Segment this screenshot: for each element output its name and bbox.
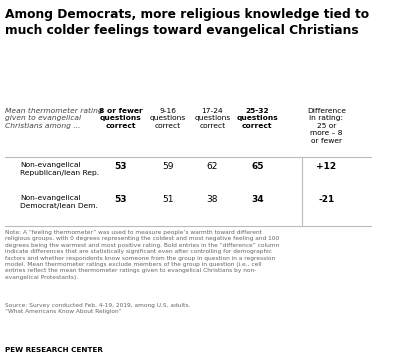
Text: 8 or fewer
questions
correct: 8 or fewer questions correct <box>99 108 143 129</box>
Text: Source: Survey conducted Feb. 4-19, 2019, among U.S. adults.
“What Americans Kno: Source: Survey conducted Feb. 4-19, 2019… <box>5 303 191 315</box>
Text: 25-32
questions
correct: 25-32 questions correct <box>236 108 278 129</box>
Text: Among Democrats, more religious knowledge tied to
much colder feelings toward ev: Among Democrats, more religious knowledg… <box>5 8 369 37</box>
Text: 17-24
questions
correct: 17-24 questions correct <box>194 108 230 129</box>
Text: 53: 53 <box>115 195 127 205</box>
Text: Difference
in rating:
25 or
more – 8
or fewer: Difference in rating: 25 or more – 8 or … <box>307 108 346 144</box>
Text: 38: 38 <box>207 195 218 205</box>
Text: 53: 53 <box>115 162 127 171</box>
Text: Non-evangelical
Democrat/lean Dem.: Non-evangelical Democrat/lean Dem. <box>20 195 98 209</box>
Text: 62: 62 <box>207 162 218 171</box>
Text: Mean thermometer rating
given to evangelical
Christians among ...: Mean thermometer rating given to evangel… <box>5 108 103 129</box>
Text: Non-evangelical
Republican/lean Rep.: Non-evangelical Republican/lean Rep. <box>20 162 99 176</box>
Text: 51: 51 <box>162 195 173 205</box>
Text: 59: 59 <box>162 162 173 171</box>
Text: 65: 65 <box>251 162 264 171</box>
Text: 34: 34 <box>251 195 264 205</box>
Text: Note: A “feeling thermometer” was used to measure people’s warmth toward differe: Note: A “feeling thermometer” was used t… <box>5 230 279 280</box>
Text: -21: -21 <box>318 195 334 205</box>
Text: +12: +12 <box>316 162 336 171</box>
Text: 9-16
questions
correct: 9-16 questions correct <box>150 108 186 129</box>
Text: PEW RESEARCH CENTER: PEW RESEARCH CENTER <box>5 347 103 353</box>
